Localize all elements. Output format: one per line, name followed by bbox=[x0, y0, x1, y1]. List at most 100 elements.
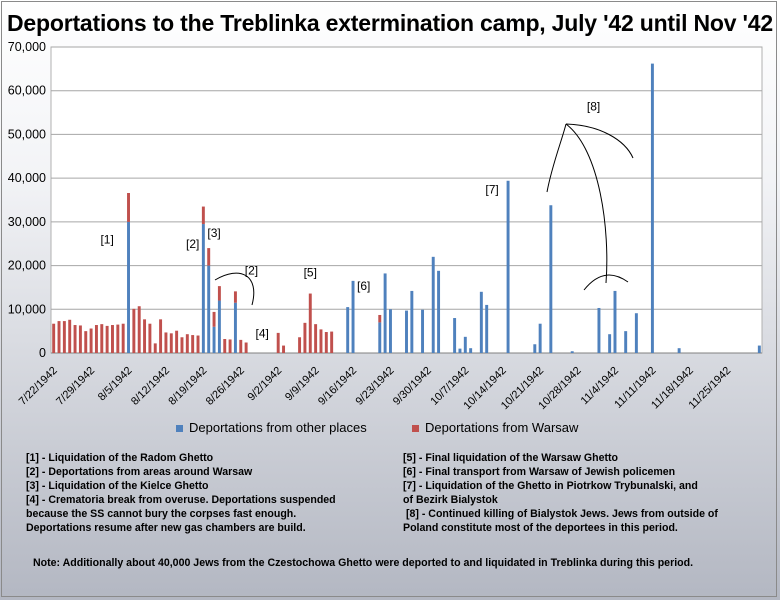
bar bbox=[78, 325, 82, 353]
bar bbox=[239, 339, 243, 353]
annotation-label: [2] bbox=[245, 263, 258, 277]
bar bbox=[94, 325, 98, 353]
bar bbox=[105, 325, 109, 353]
annotation-label: [5] bbox=[304, 266, 317, 280]
bar bbox=[378, 322, 382, 353]
bar bbox=[159, 319, 163, 353]
annotation-curve-8d bbox=[583, 274, 629, 291]
bar bbox=[223, 339, 227, 353]
x-tick-label: 9/16/1942 bbox=[316, 365, 359, 408]
note-line: Poland constitute most of the deportees … bbox=[403, 522, 678, 534]
bar bbox=[276, 332, 280, 353]
bar bbox=[613, 290, 617, 353]
note-line: [3] - Liquidation of the Kielce Ghetto bbox=[26, 480, 209, 492]
legend-item-warsaw: Deportations from Warsaw bbox=[412, 420, 578, 435]
bar bbox=[207, 248, 211, 266]
note-line: [1] - Liquidation of the Radom Ghetto bbox=[26, 452, 214, 464]
plot-area bbox=[50, 46, 763, 354]
note-line: of Bezirk Bialystok bbox=[403, 494, 498, 506]
x-tick-label: 7/22/1942 bbox=[17, 365, 60, 408]
bar bbox=[570, 351, 574, 353]
bar bbox=[127, 221, 130, 353]
bar bbox=[330, 331, 334, 353]
bar bbox=[388, 309, 392, 353]
bar bbox=[217, 300, 221, 353]
bar bbox=[624, 331, 628, 353]
bar bbox=[634, 313, 638, 353]
legend-label-warsaw: Deportations from Warsaw bbox=[425, 420, 579, 435]
bar bbox=[185, 334, 189, 353]
bar bbox=[212, 311, 216, 327]
annotation-label: [3] bbox=[207, 226, 220, 240]
x-tick-label: 9/2/1942 bbox=[246, 365, 285, 404]
bar bbox=[383, 273, 387, 353]
y-tick-label: 60,000 bbox=[8, 84, 46, 98]
note-line: Deportations resume after new gas chambe… bbox=[26, 522, 306, 534]
x-tick-label: 8/5/1942 bbox=[96, 365, 135, 404]
bar bbox=[597, 307, 601, 353]
x-tick-label: 7/29/1942 bbox=[54, 365, 97, 408]
bar bbox=[538, 323, 542, 353]
bar bbox=[84, 331, 88, 353]
bar bbox=[282, 345, 286, 353]
bar bbox=[314, 324, 318, 353]
bar bbox=[463, 336, 467, 353]
legend-label-other: Deportations from other places bbox=[189, 420, 367, 435]
annotation-curve-8b bbox=[565, 123, 634, 159]
annotations: [1] [2] [3] [2] [4] [5] [6] [7] [8] bbox=[100, 99, 600, 340]
bar bbox=[378, 314, 382, 323]
bar bbox=[180, 337, 184, 353]
bar bbox=[62, 321, 66, 353]
bar bbox=[469, 348, 473, 353]
y-tick-label: 30,000 bbox=[8, 215, 46, 229]
bar bbox=[479, 291, 483, 353]
bar bbox=[217, 286, 221, 301]
bar bbox=[73, 325, 77, 353]
note-line: [4] - Crematoria break from overuse. Dep… bbox=[26, 494, 336, 506]
notes-right: [5] - Final liquidation of the Warsaw Gh… bbox=[403, 451, 718, 535]
bar bbox=[196, 335, 200, 353]
bar bbox=[169, 333, 173, 353]
bar bbox=[191, 335, 195, 353]
bar bbox=[153, 343, 157, 353]
bar bbox=[132, 308, 136, 353]
bar bbox=[549, 205, 553, 353]
annotation-label: [2] bbox=[186, 237, 199, 251]
bar bbox=[410, 290, 414, 353]
legend: Deportations from other places Deportati… bbox=[170, 418, 610, 440]
bar bbox=[346, 307, 350, 353]
gridlines bbox=[50, 46, 763, 354]
bar bbox=[677, 348, 681, 353]
footnote: Note: Additionally about 40,000 Jews fro… bbox=[33, 557, 694, 569]
annotation-curve-2b bbox=[214, 272, 255, 306]
bar bbox=[298, 337, 302, 353]
bar bbox=[89, 328, 93, 353]
note-line: [5] - Final liquidation of the Warsaw Gh… bbox=[403, 452, 619, 464]
bar bbox=[421, 309, 425, 353]
annotation-curve-8a bbox=[546, 123, 567, 193]
bar bbox=[68, 319, 72, 353]
bar bbox=[111, 325, 114, 353]
bar bbox=[148, 323, 152, 353]
bar bbox=[757, 345, 761, 353]
y-tick-label: 10,000 bbox=[8, 302, 46, 316]
bar bbox=[201, 206, 205, 225]
chart-title: Deportations to the Treblinka exterminat… bbox=[7, 10, 773, 36]
bar bbox=[650, 63, 654, 354]
bar bbox=[431, 256, 435, 353]
bar bbox=[308, 293, 312, 353]
bar bbox=[244, 342, 248, 353]
annotation-label: [6] bbox=[357, 279, 370, 293]
bar bbox=[164, 332, 168, 353]
bar bbox=[303, 322, 307, 353]
annotation-label: [4] bbox=[255, 326, 268, 340]
bar bbox=[437, 270, 441, 353]
bar bbox=[121, 323, 125, 353]
y-tick-label: 40,000 bbox=[8, 171, 46, 185]
x-axis: 7/22/19427/29/19428/5/19428/12/19428/19/… bbox=[17, 352, 762, 412]
note-line: [7] - Liquidation of the Ghetto in Piotr… bbox=[403, 480, 698, 492]
notes-left: [1] - Liquidation of the Radom Ghetto [2… bbox=[26, 451, 336, 535]
y-tick-label: 0 bbox=[39, 346, 46, 360]
bar bbox=[228, 339, 232, 353]
